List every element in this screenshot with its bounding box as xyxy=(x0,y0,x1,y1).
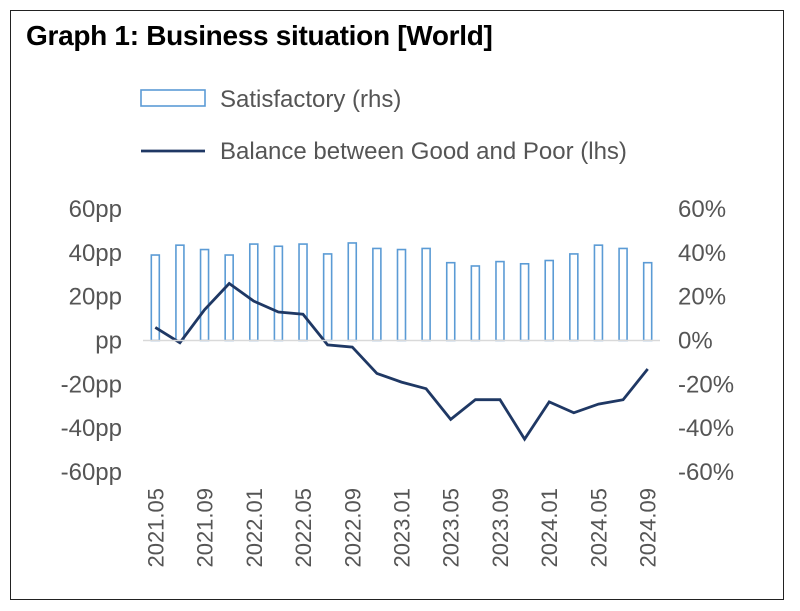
bar-2023.05 xyxy=(445,261,456,342)
bar-2023.03 xyxy=(421,247,431,342)
right-tick-label: 40% xyxy=(678,240,726,267)
right-tick-label: -60% xyxy=(678,459,734,486)
legend-line-label: Balance between Good and Poor (lhs) xyxy=(220,138,627,165)
bar-2023.01 xyxy=(396,248,407,342)
right-tick-label: 20% xyxy=(678,284,726,311)
x-tick-label: 2024.09 xyxy=(636,488,661,568)
bar-2024.01 xyxy=(544,259,555,342)
bar-2023.07 xyxy=(470,265,481,342)
x-tick-label: 2022.09 xyxy=(340,488,365,568)
bar-2021.09 xyxy=(199,248,210,342)
x-tick-label: 2021.09 xyxy=(193,488,218,568)
bar-2023.09 xyxy=(495,260,505,342)
left-tick-label: 20pp xyxy=(69,284,122,311)
bar-2022.01 xyxy=(248,243,259,342)
right-tick-label: 60% xyxy=(678,196,726,223)
line-series xyxy=(154,281,649,442)
bar-series xyxy=(150,242,653,342)
left-tick-label: 60pp xyxy=(69,196,122,223)
legend-bar-swatch xyxy=(140,89,206,107)
left-tick-label: -20pp xyxy=(61,371,122,398)
x-tick-label: 2023.01 xyxy=(390,488,415,568)
bar-2022.03 xyxy=(273,245,284,342)
left-tick-label: -60pp xyxy=(61,459,122,486)
left-tick-label: pp xyxy=(95,328,122,355)
bar-2024.03 xyxy=(569,253,579,342)
x-tick-label: 2022.01 xyxy=(242,488,267,568)
bar-2024.09 xyxy=(642,261,653,342)
x-tick-label: 2024.05 xyxy=(586,488,611,568)
bar-2022.05 xyxy=(298,243,308,342)
legend: Satisfactory (rhs) Balance between Good a… xyxy=(140,86,627,165)
left-tick-label: -40pp xyxy=(61,415,122,442)
bar-2022.07 xyxy=(322,253,333,342)
legend-bar-label: Satisfactory (rhs) xyxy=(220,86,401,113)
bar-2022.11 xyxy=(372,247,382,342)
x-tick-label: 2021.05 xyxy=(143,488,168,568)
bar-2021.07 xyxy=(175,244,185,342)
right-tick-label: -20% xyxy=(678,371,734,398)
bar-2022.09 xyxy=(347,242,358,342)
right-tick-label: 0% xyxy=(678,328,713,355)
x-tick-label: 2022.05 xyxy=(291,488,316,568)
right-tick-label: -40% xyxy=(678,415,734,442)
chart-title: Graph 1: Business situation [World] xyxy=(26,20,493,51)
left-tick-label: 40pp xyxy=(69,240,122,267)
axes: 60pp 40pp 20pp pp -20pp -40pp -60pp 60% 40% 20% 0%… xyxy=(61,196,734,568)
bar-2024.05 xyxy=(593,244,604,342)
bar-2021.11 xyxy=(224,254,234,342)
bar-2024.07 xyxy=(618,247,628,342)
x-tick-label: 2023.09 xyxy=(488,488,513,568)
bar-2023.11 xyxy=(519,262,530,342)
x-tick-label: 2024.01 xyxy=(537,488,562,568)
x-tick-label: 2023.05 xyxy=(439,488,464,568)
